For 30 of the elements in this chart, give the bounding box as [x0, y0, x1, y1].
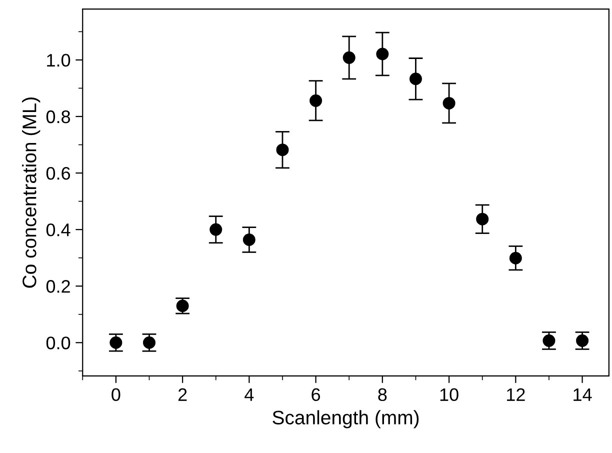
y-tick-label: 1.0	[47, 54, 70, 67]
x-axis-title: Scanlength (mm)	[272, 410, 419, 428]
x-tick-label: 2	[178, 388, 187, 401]
point	[409, 72, 422, 86]
y-tick-label: 0.6	[46, 166, 70, 180]
x-tick-label: 10	[440, 388, 458, 402]
point	[576, 334, 589, 347]
point	[110, 336, 122, 349]
point	[542, 334, 556, 347]
y-tick-label: 0.4	[46, 223, 70, 236]
point	[442, 96, 456, 110]
point	[342, 51, 356, 64]
point	[242, 233, 256, 246]
point	[509, 252, 522, 264]
x-tick-label: 4	[244, 388, 254, 401]
y-axis-title: Co concentration (ML)	[22, 98, 40, 288]
x-tick-label: 0	[112, 388, 120, 402]
point	[376, 48, 389, 60]
point	[210, 223, 222, 236]
y-tick-label: 0.8	[46, 110, 70, 124]
x-tick-label: 12	[507, 388, 525, 401]
point	[276, 144, 289, 156]
y-tick-label: 0.2	[46, 280, 70, 293]
point	[142, 336, 156, 349]
y-tick-label: 0.0	[46, 336, 70, 350]
x-tick-label: 14	[574, 388, 592, 401]
point	[310, 94, 322, 107]
x-tick-label: 8	[378, 388, 387, 402]
x-tick-label: 6	[312, 388, 320, 402]
point	[476, 212, 489, 226]
